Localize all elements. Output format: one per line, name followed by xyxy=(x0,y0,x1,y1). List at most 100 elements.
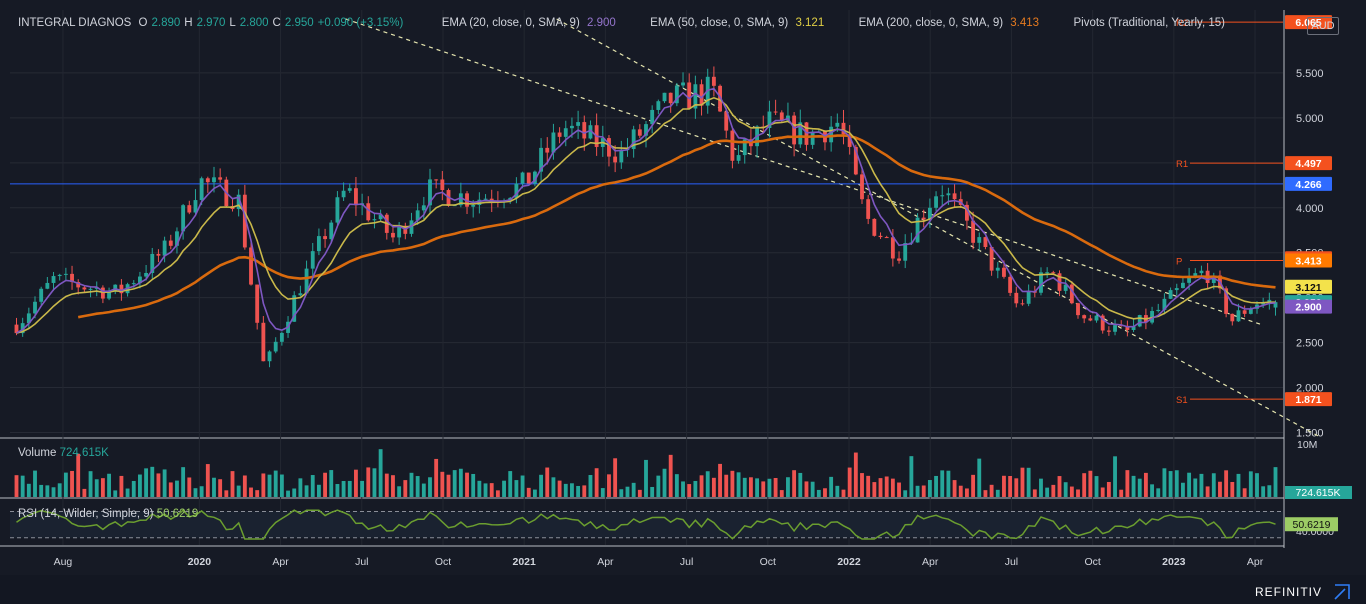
volume-bar xyxy=(915,485,920,497)
volume-bar xyxy=(1261,486,1266,497)
candle-body xyxy=(1039,272,1043,293)
pivot-label: R1 xyxy=(1176,159,1188,170)
candle-body xyxy=(366,203,371,221)
volume-bar xyxy=(767,478,772,497)
candle-body xyxy=(471,204,476,207)
volume-bar xyxy=(446,474,451,497)
volume-bar xyxy=(532,489,537,497)
candle-body xyxy=(539,147,544,172)
volume-bar xyxy=(477,480,482,497)
low-value: 2.800 xyxy=(239,17,269,29)
candle-body xyxy=(378,214,383,220)
candle-body xyxy=(261,322,266,362)
volume-bar xyxy=(934,475,938,497)
candle-body xyxy=(76,282,81,288)
volume-bar xyxy=(421,483,426,497)
ema50-line xyxy=(16,96,1276,334)
ohlc-readout: O 2.890 H 2.970 L 2.800 C 2.950 +0.090 (+3.15%) xyxy=(139,17,408,29)
currency-button[interactable]: AUD xyxy=(1307,17,1339,35)
volume-bar xyxy=(1205,486,1210,497)
volume-bar xyxy=(20,475,25,497)
volume-bar xyxy=(465,472,469,497)
volume-bar xyxy=(310,475,315,497)
volume-bar xyxy=(1057,476,1062,497)
candle-body xyxy=(150,253,155,273)
candle-body xyxy=(551,132,556,153)
ema50-legend-label: EMA (50, close, 0, SMA, 9) xyxy=(650,17,789,29)
ema20-legend-label: EMA (20, close, 0, SMA, 9) xyxy=(441,17,580,29)
volume-bar xyxy=(1211,473,1216,497)
candle-body xyxy=(897,258,901,261)
candle-body xyxy=(409,220,414,234)
candle-body xyxy=(304,268,309,294)
candle-body xyxy=(298,293,303,296)
volume-bar xyxy=(360,480,365,497)
y-tick-label: 4.000 xyxy=(1296,203,1324,215)
volume-axis-max: 10M xyxy=(1297,439,1317,451)
volume-bar xyxy=(946,470,951,497)
candle-body xyxy=(989,247,994,271)
candle-body xyxy=(656,101,661,110)
volume-bar xyxy=(835,485,840,497)
candle-body xyxy=(187,205,192,213)
x-tick-label: Jul xyxy=(1005,556,1018,568)
refinitiv-logo-icon xyxy=(1334,584,1350,600)
volume-bar xyxy=(897,482,901,497)
price-tag-label: 2.900 xyxy=(1295,302,1321,314)
volume-bar xyxy=(644,459,648,497)
candle-body xyxy=(329,222,334,240)
volume-bar xyxy=(224,490,229,497)
price-tag-label: 4.497 xyxy=(1295,158,1321,170)
volume-bar xyxy=(1094,476,1099,497)
close-value: 2.950 xyxy=(284,17,314,29)
candle-body xyxy=(131,283,136,285)
x-tick-label: Oct xyxy=(760,556,776,568)
volume-bar xyxy=(1076,489,1080,497)
candle-body xyxy=(51,276,56,283)
candle-body xyxy=(397,225,402,238)
volume-bar xyxy=(890,478,895,497)
candle-body xyxy=(693,84,698,109)
volume-bar xyxy=(187,477,192,497)
volume-bar xyxy=(792,470,797,497)
candle-body xyxy=(45,282,50,289)
volume-bar xyxy=(409,472,414,497)
volume-bar xyxy=(384,473,389,497)
refinitiv-logo-text: REFINITIV xyxy=(1255,585,1323,599)
volume-bar xyxy=(847,467,852,497)
volume-bar xyxy=(452,470,457,497)
volume-last-tag xyxy=(1285,486,1352,499)
price-tag-label: 6.065 xyxy=(1295,17,1321,29)
volume-bar xyxy=(810,481,815,497)
candle-body xyxy=(458,193,463,206)
price-tag xyxy=(1285,279,1332,294)
volume-bar xyxy=(1119,489,1124,497)
volume-bar xyxy=(958,485,963,497)
volume-bar xyxy=(495,490,500,497)
volume-bar xyxy=(711,477,716,497)
candle-body xyxy=(292,295,297,322)
volume-bar xyxy=(1039,478,1043,497)
trend-channel-line xyxy=(556,18,1321,438)
volume-bar xyxy=(199,486,204,497)
volume-bar xyxy=(298,478,303,497)
volume-bar xyxy=(76,453,81,497)
candle-body xyxy=(88,288,93,290)
volume-bar xyxy=(88,471,93,497)
candle-body xyxy=(483,198,488,200)
volume-bar xyxy=(1143,472,1148,497)
volume-bar xyxy=(977,458,982,497)
volume-bar xyxy=(718,463,722,497)
candle-body xyxy=(347,188,352,191)
candle-body xyxy=(637,129,642,136)
change-value: +0.090 (+3.15%) xyxy=(317,17,404,29)
rsi-last-tag xyxy=(1285,517,1338,532)
volume-bar xyxy=(1137,478,1142,497)
candle-body xyxy=(798,122,803,145)
volume-bar xyxy=(354,469,358,497)
candle-body xyxy=(33,301,37,314)
volume-bar xyxy=(218,479,223,497)
volume-bar xyxy=(687,484,692,497)
candle-body xyxy=(730,130,735,161)
